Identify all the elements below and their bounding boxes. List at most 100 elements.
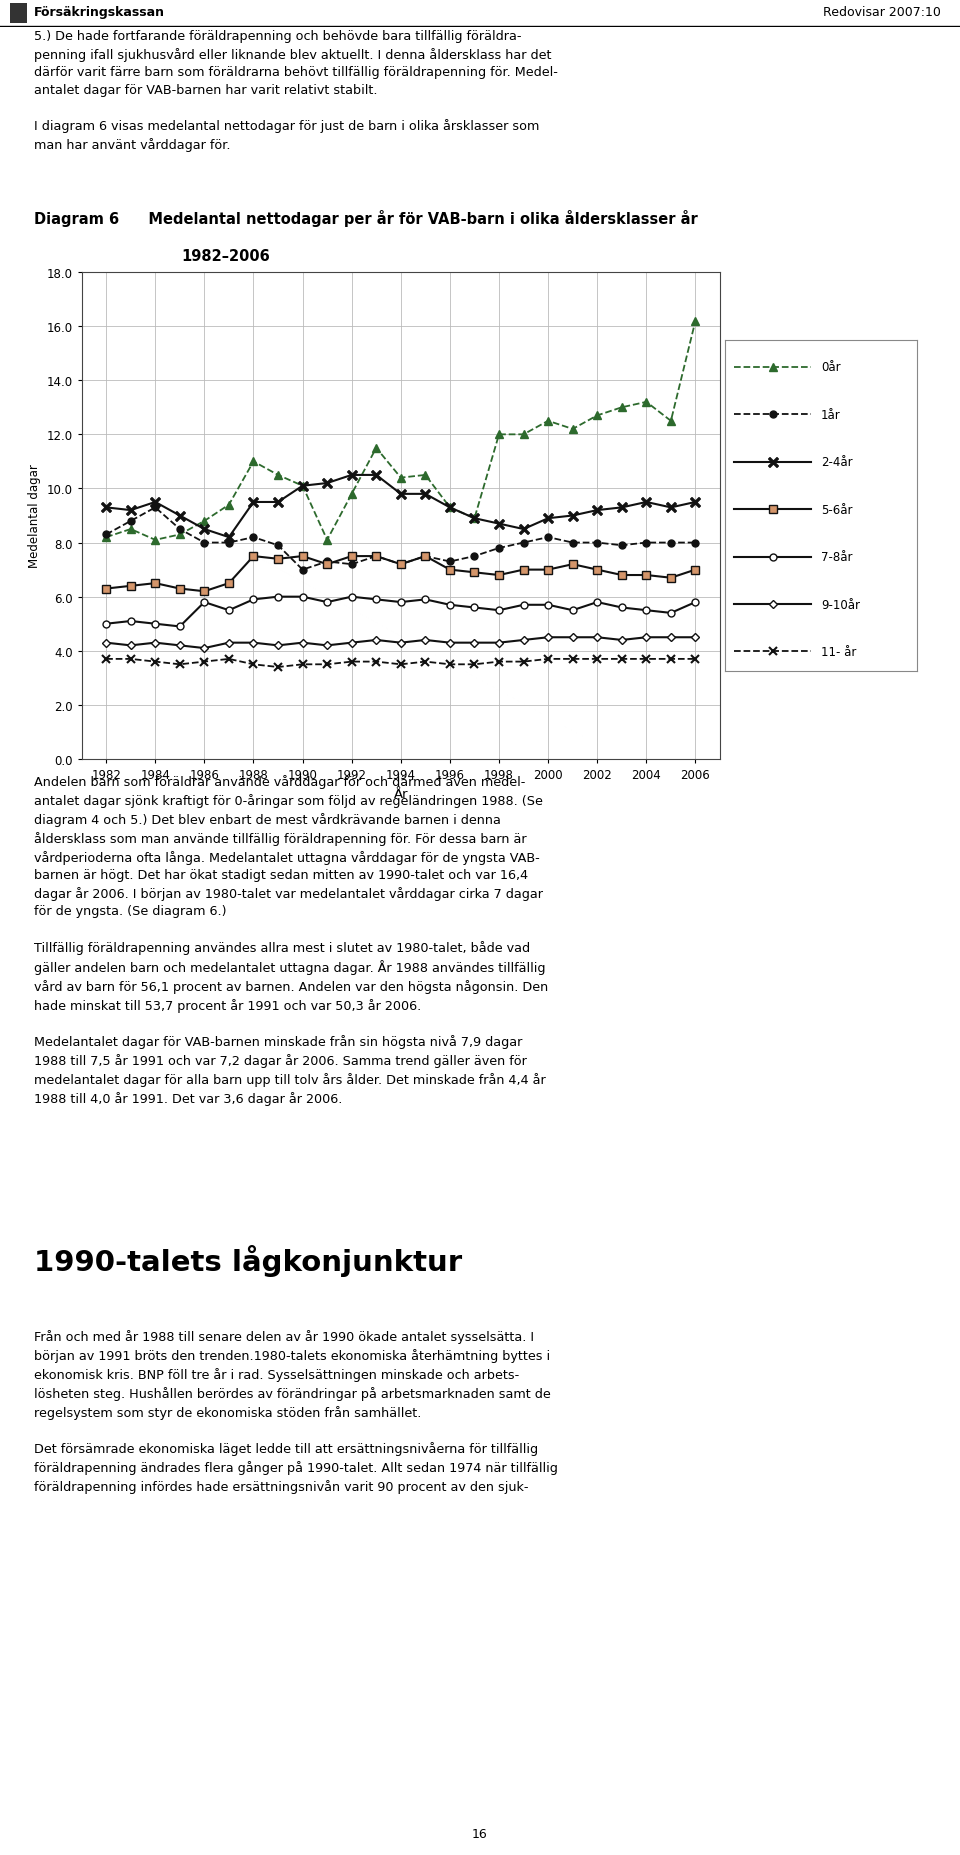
2-4år	[273, 492, 284, 514]
5-6år	[517, 558, 529, 581]
0år	[248, 451, 259, 473]
7-8år	[273, 586, 284, 608]
0år	[297, 475, 308, 497]
9-10år	[517, 629, 529, 651]
9-10år	[567, 627, 579, 649]
11- år	[346, 651, 357, 673]
Line: 9-10år: 9-10år	[104, 634, 698, 651]
1år	[150, 497, 161, 519]
5-6år	[248, 545, 259, 568]
Text: Redovisar 2007:10: Redovisar 2007:10	[823, 6, 941, 19]
Text: 0år: 0år	[821, 362, 840, 375]
11- år	[444, 653, 456, 675]
5-6år	[223, 573, 234, 595]
2-4år	[223, 527, 234, 549]
2-4år	[101, 497, 112, 519]
11- år	[101, 649, 112, 672]
Line: 1år: 1år	[103, 505, 699, 573]
11- år	[493, 651, 505, 673]
9-10år	[223, 633, 234, 655]
0år	[371, 438, 382, 460]
2-4år	[542, 508, 554, 531]
7-8år	[346, 586, 357, 608]
Bar	[10, 4, 27, 24]
2-4år	[346, 464, 357, 486]
Line: 2-4år: 2-4år	[102, 471, 700, 544]
5-6år	[420, 545, 431, 568]
7-8år	[591, 592, 603, 614]
0år	[542, 410, 554, 432]
2-4år	[420, 484, 431, 506]
5-6år	[591, 558, 603, 581]
2-4år	[517, 519, 529, 542]
9-10år	[689, 627, 701, 649]
7-8år	[101, 614, 112, 636]
Text: 16: 16	[472, 1827, 488, 1840]
9-10år	[199, 638, 210, 660]
Line: 0år: 0år	[102, 317, 700, 545]
5-6år	[542, 558, 554, 581]
9-10år	[444, 633, 456, 655]
5-6år	[297, 545, 308, 568]
1år	[125, 510, 136, 532]
11- år	[223, 649, 234, 672]
7-8år	[396, 592, 407, 614]
Text: 1990-talets lågkonjunktur: 1990-talets lågkonjunktur	[34, 1245, 462, 1276]
5-6år	[322, 555, 333, 577]
11- år	[542, 649, 554, 672]
0år	[199, 510, 210, 532]
2-4år	[493, 514, 505, 536]
9-10år	[396, 633, 407, 655]
Text: 5.) De hade fortfarande föräldrapenning och behövde bara tillfällig föräldra-
pe: 5.) De hade fortfarande föräldrapenning …	[34, 30, 558, 152]
9-10år	[665, 627, 677, 649]
7-8år	[640, 599, 652, 621]
11- år	[420, 651, 431, 673]
7-8år	[248, 588, 259, 610]
2-4år	[567, 505, 579, 527]
11- år	[371, 651, 382, 673]
2-4år	[444, 497, 456, 519]
0år	[420, 464, 431, 486]
0år	[591, 404, 603, 427]
5-6år	[396, 555, 407, 577]
2-4år	[396, 484, 407, 506]
1år	[567, 532, 579, 555]
Text: 9-10år: 9-10år	[821, 597, 860, 610]
1år	[689, 532, 701, 555]
1år	[616, 534, 628, 556]
9-10år	[542, 627, 554, 649]
2-4år	[591, 499, 603, 521]
9-10år	[420, 629, 431, 651]
Text: 7-8år: 7-8år	[821, 551, 852, 564]
0år	[346, 484, 357, 506]
7-8år	[517, 594, 529, 616]
0år	[174, 523, 185, 545]
5-6år	[468, 562, 480, 584]
7-8år	[125, 610, 136, 633]
9-10år	[371, 629, 382, 651]
5-6år	[101, 579, 112, 601]
5-6år	[640, 564, 652, 586]
7-8år	[297, 586, 308, 608]
Y-axis label: Medelantal dagar: Medelantal dagar	[28, 464, 41, 568]
1år	[591, 532, 603, 555]
9-10år	[125, 634, 136, 657]
5-6år	[665, 568, 677, 590]
7-8år	[689, 592, 701, 614]
0år	[640, 391, 652, 414]
Text: 1år: 1år	[821, 408, 841, 421]
2-4år	[322, 473, 333, 495]
Text: Andelen barn som föräldrar använde vårddagar för och därmed även medel-
antalet : Andelen barn som föräldrar använde vårdd…	[34, 775, 548, 1106]
1år	[517, 532, 529, 555]
11- år	[150, 651, 161, 673]
5-6år	[273, 549, 284, 571]
5-6år	[493, 564, 505, 586]
1år	[665, 532, 677, 555]
11- år	[665, 649, 677, 672]
9-10år	[591, 627, 603, 649]
2-4år	[616, 497, 628, 519]
7-8år	[174, 616, 185, 638]
5-6år	[125, 575, 136, 597]
1år	[297, 558, 308, 581]
0år	[223, 493, 234, 516]
